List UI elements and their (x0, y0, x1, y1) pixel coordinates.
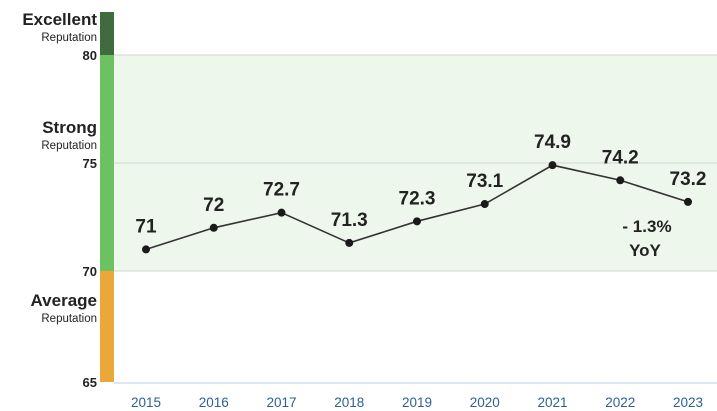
strong-band-bar (100, 55, 114, 271)
x-tick-label: 2019 (402, 395, 432, 410)
data-point (277, 208, 286, 217)
data-label: 71 (135, 216, 157, 237)
x-tick-label: 2016 (199, 395, 229, 410)
data-label: 72.7 (263, 180, 300, 201)
data-label: 74.9 (534, 132, 571, 153)
x-tick-label: 2018 (334, 395, 364, 410)
data-point (684, 197, 692, 206)
excellent-band-sublabel: Reputation (41, 32, 97, 44)
average-band-sublabel: Reputation (41, 313, 97, 325)
x-tick-label: 2021 (537, 395, 567, 410)
x-tick-label: 2023 (673, 395, 703, 410)
x-tick-label: 2020 (470, 395, 500, 410)
yoy-change-label: - 1.3% (622, 217, 671, 236)
data-label: 72.3 (399, 188, 436, 209)
data-label: 73.1 (466, 171, 503, 192)
y-tick-label: 65 (83, 375, 97, 390)
data-point (480, 200, 489, 209)
y-tick-label: 75 (83, 156, 97, 171)
average-band-label: Average (31, 291, 97, 310)
data-point (142, 245, 150, 254)
data-point (616, 176, 625, 185)
data-point (413, 217, 421, 226)
y-tick-label: 80 (83, 48, 97, 63)
data-label: 74.2 (602, 147, 639, 168)
data-point (345, 238, 354, 247)
yoy-label: YoY (629, 241, 661, 260)
x-tick-label: 2022 (605, 395, 635, 410)
excellent-band-bar (100, 12, 114, 55)
data-label: 71.3 (331, 210, 368, 231)
y-tick-label: 70 (83, 264, 97, 279)
x-tick-label: 2015 (131, 395, 161, 410)
data-label: 73.2 (670, 169, 707, 190)
strong-band-label: Strong (42, 118, 97, 137)
x-tick-label: 2017 (266, 395, 296, 410)
data-point (548, 161, 557, 170)
excellent-band-label: Excellent (22, 10, 97, 29)
data-point (209, 223, 218, 232)
strong-band-sublabel: Reputation (41, 140, 97, 152)
average-band-bar (100, 271, 114, 382)
data-label: 72 (203, 195, 224, 216)
